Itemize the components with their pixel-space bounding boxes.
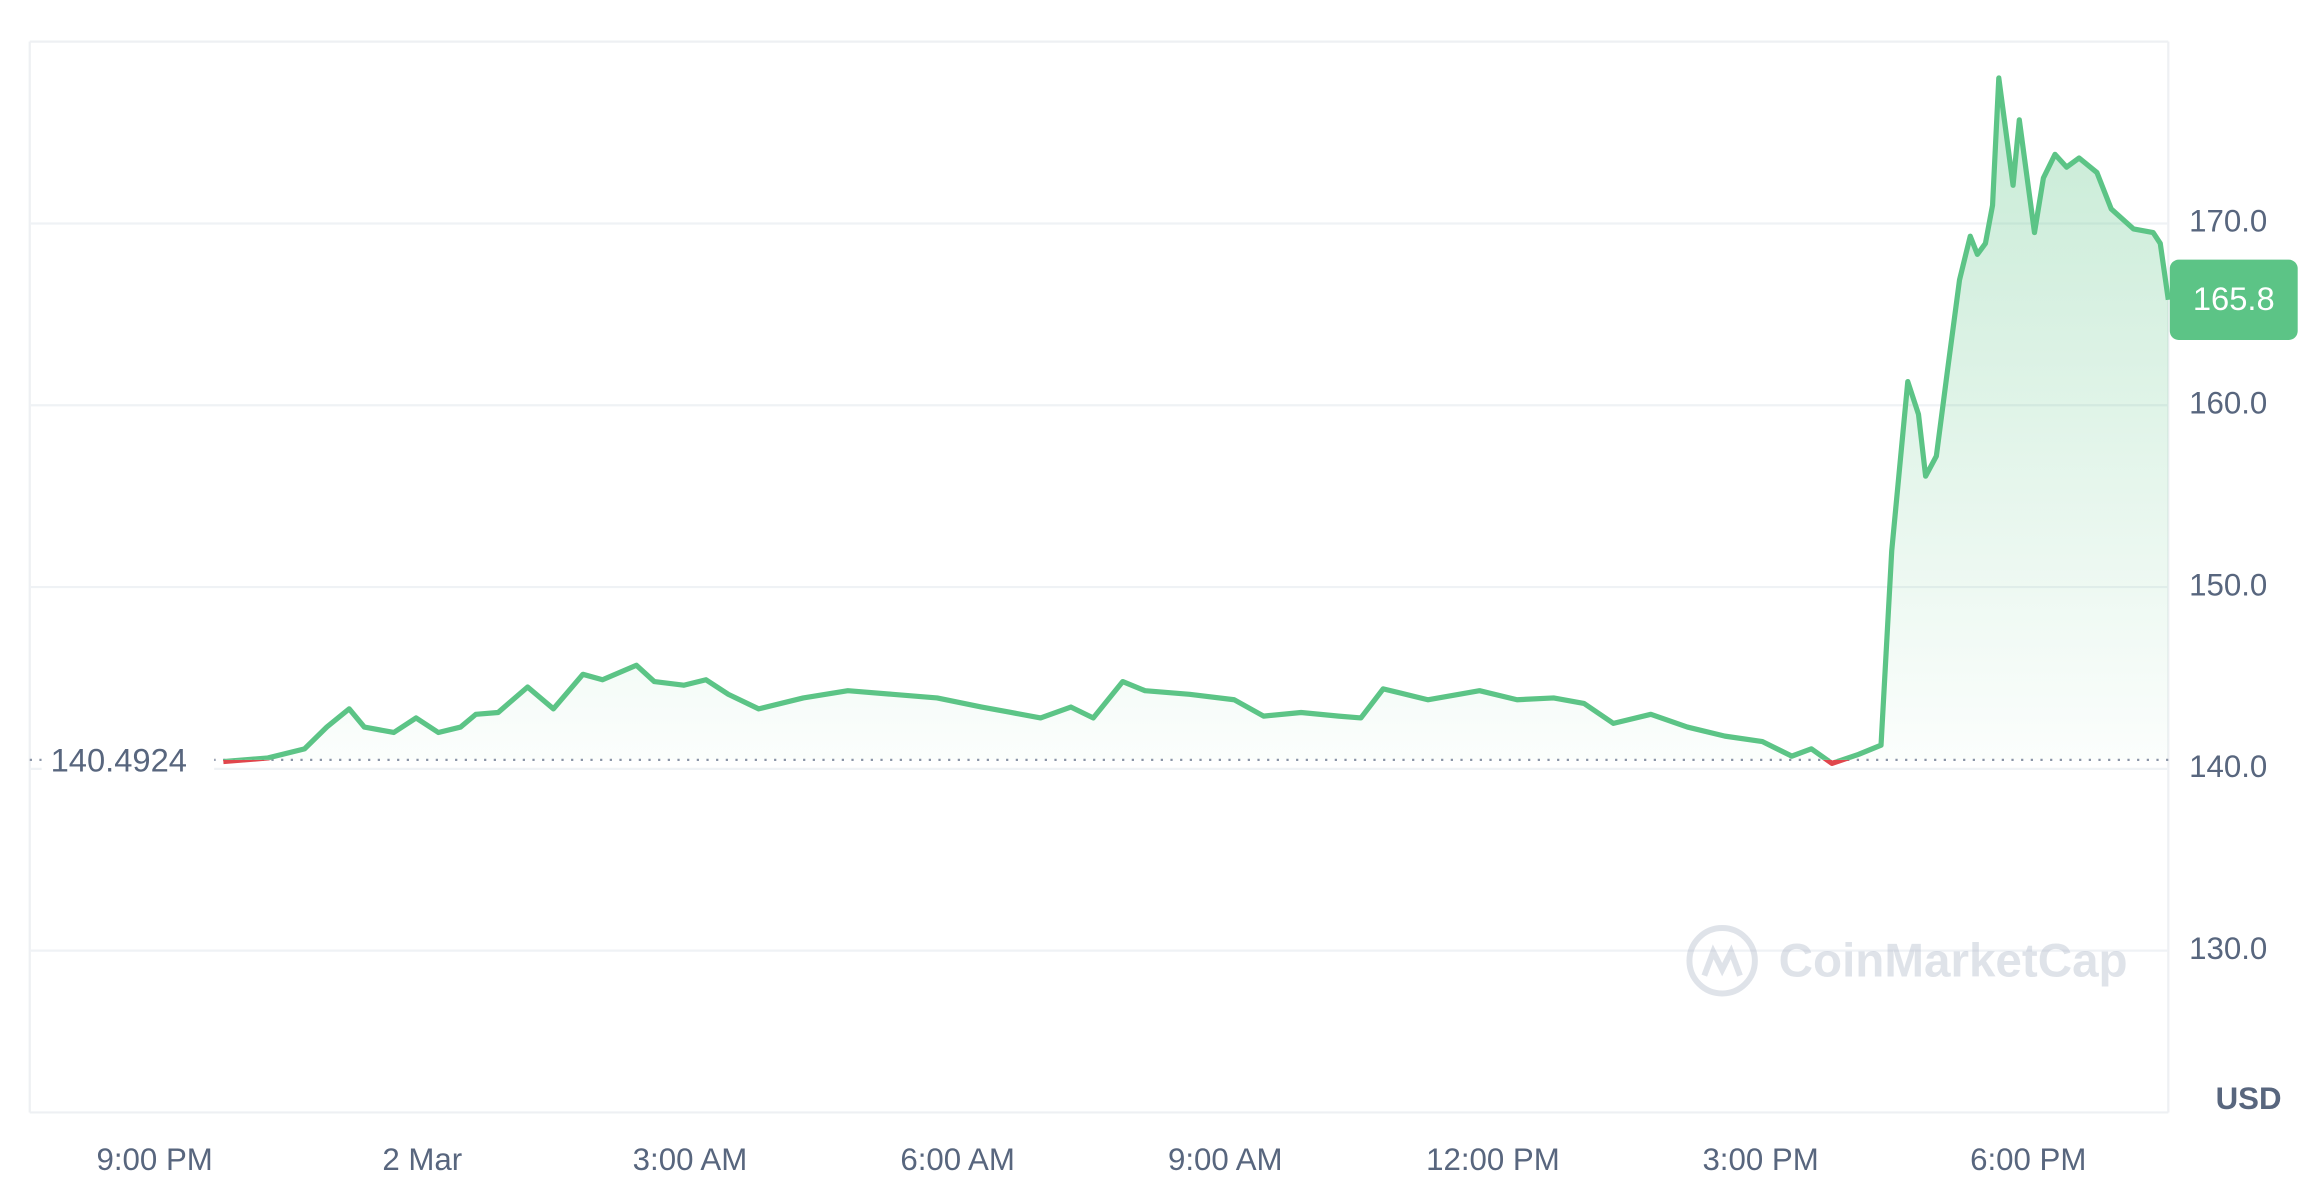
current-price-label: 165.8 — [2193, 280, 2275, 317]
y-tick-label: 170.0 — [2189, 204, 2267, 239]
baseline-label: 140.4924 — [51, 742, 187, 779]
x-tick-label: 6:00 AM — [900, 1142, 1015, 1177]
y-tick-label: 160.0 — [2189, 386, 2267, 421]
x-tick-label: 6:00 PM — [1970, 1142, 2086, 1177]
y-axis-label: USD — [2216, 1081, 2282, 1116]
watermark: CoinMarketCap — [1686, 925, 2128, 997]
watermark-text: CoinMarketCap — [1779, 934, 2128, 987]
x-tick-label: 9:00 AM — [1168, 1142, 1283, 1177]
x-tick-label: 3:00 PM — [1702, 1142, 1818, 1177]
x-tick-label: 2 Mar — [382, 1142, 462, 1177]
y-tick-label: 140.0 — [2189, 749, 2267, 784]
x-tick-label: 12:00 PM — [1426, 1142, 1560, 1177]
y-tick-label: 150.0 — [2189, 567, 2267, 602]
price-line-up — [223, 75, 2171, 760]
watermark-logo — [1686, 925, 1758, 997]
y-tick-label: 130.0 — [2189, 931, 2267, 966]
price-line-down — [223, 759, 1851, 767]
baseline-label-bg — [41, 737, 215, 783]
watermark-logo-mark — [1701, 944, 1743, 977]
x-tick-label: 3:00 AM — [633, 1142, 748, 1177]
x-tick-label: 9:00 PM — [97, 1142, 213, 1177]
current-price-tag — [2169, 259, 2298, 340]
price-area — [223, 78, 2169, 760]
